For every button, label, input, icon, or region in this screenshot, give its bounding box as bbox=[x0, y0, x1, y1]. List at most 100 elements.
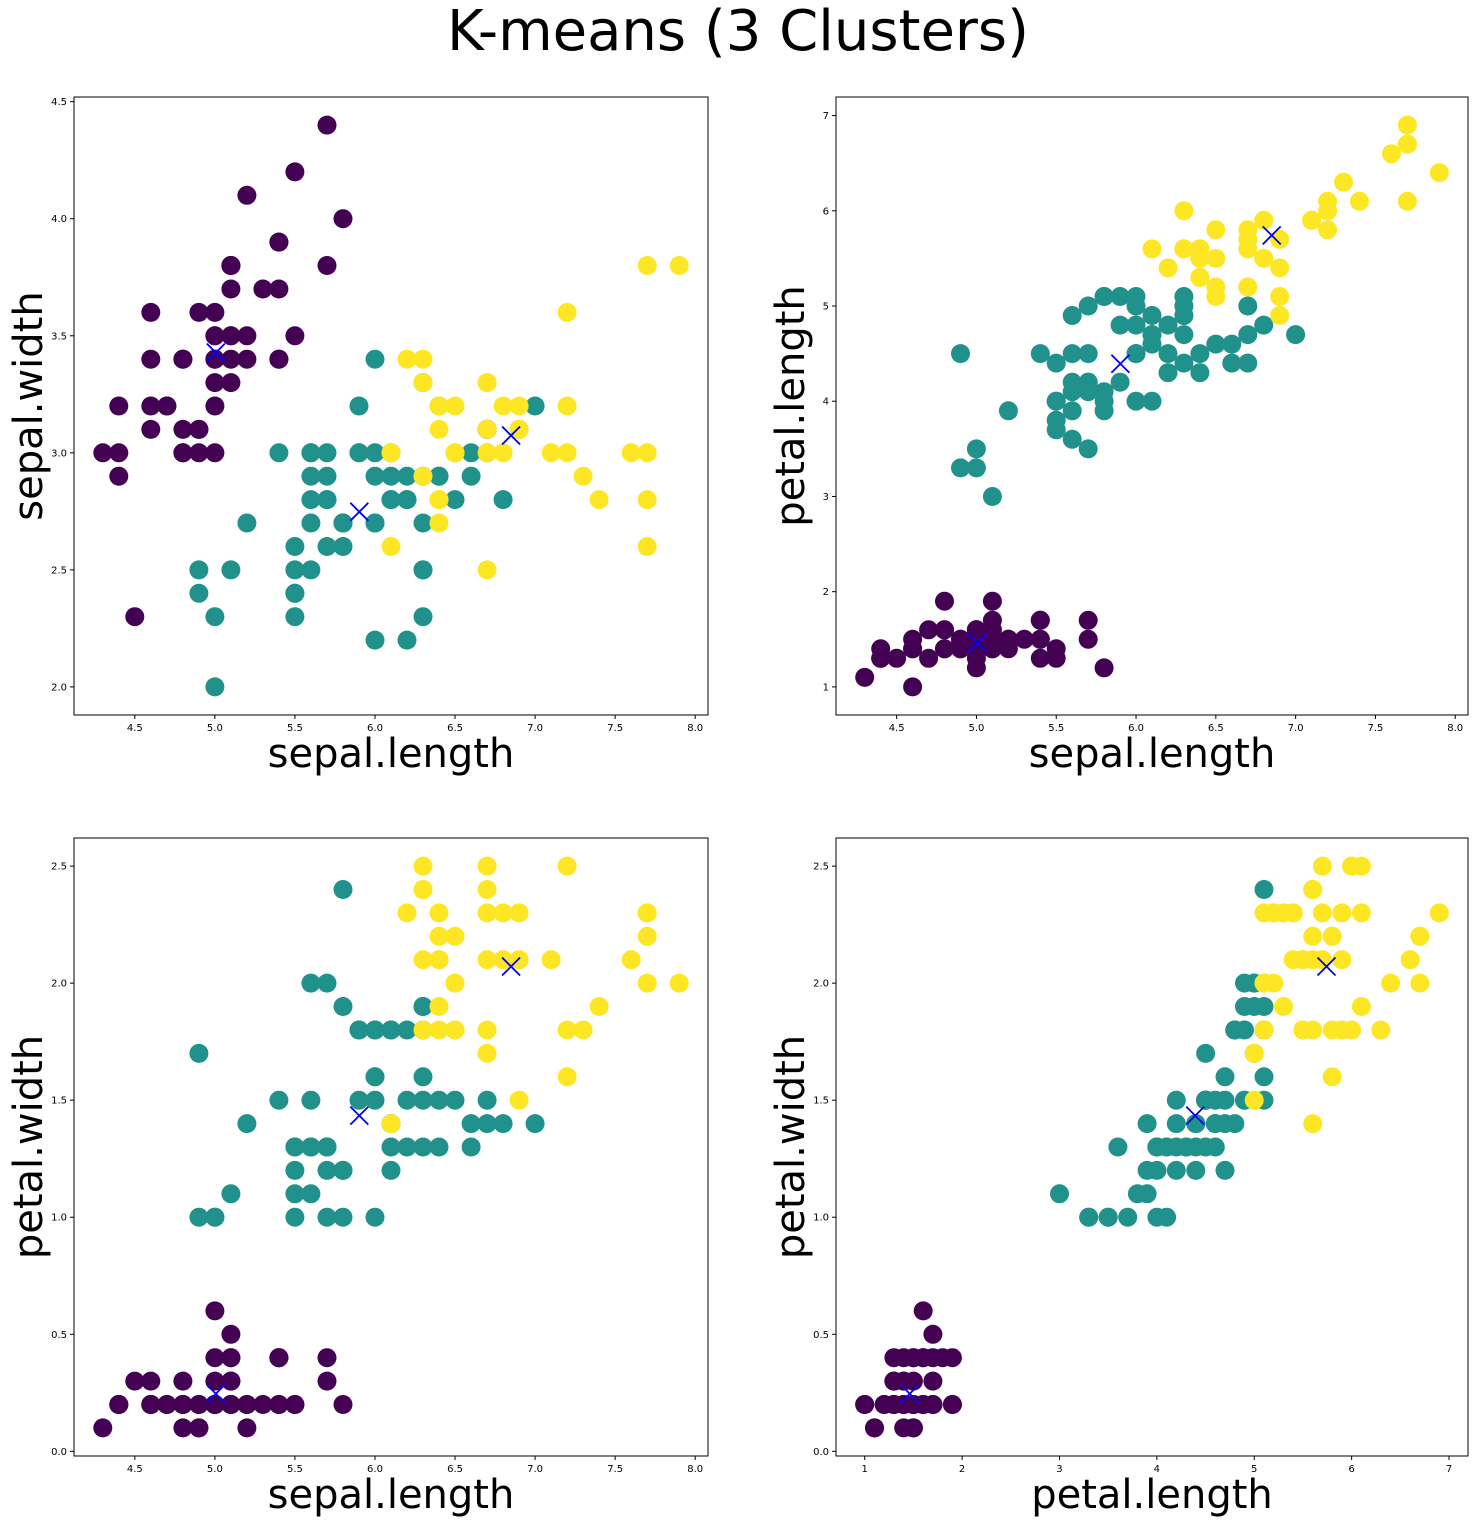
data-point-cluster-0 bbox=[237, 326, 257, 346]
data-point-cluster-0 bbox=[173, 1371, 193, 1391]
y-tick-label: 1.0 bbox=[813, 1213, 829, 1224]
data-point-cluster-1 bbox=[317, 537, 337, 556]
data-point-cluster-2 bbox=[1371, 1020, 1391, 1040]
data-point-cluster-1 bbox=[461, 1114, 481, 1134]
data-point-cluster-1 bbox=[349, 396, 369, 416]
x-tick-label: 6.5 bbox=[447, 1464, 463, 1475]
subplot-sepal-length-vs-sepal-width: 4.5 5.0 5.5 6.0 6.5 7.0 7.5 8.0 2.0 2.5 3.0 3.5 4.0 4… bbox=[6, 96, 709, 777]
data-point-cluster-1 bbox=[1078, 296, 1098, 316]
data-point-cluster-1 bbox=[1254, 315, 1274, 335]
data-point-cluster-2 bbox=[1318, 220, 1338, 240]
data-point-cluster-1 bbox=[285, 1160, 305, 1180]
data-point-cluster-0 bbox=[942, 1395, 962, 1414]
data-point-cluster-2 bbox=[1270, 258, 1290, 278]
centroid-marker-1 bbox=[349, 502, 369, 522]
data-point-cluster-1 bbox=[365, 1207, 385, 1227]
data-point-cluster-1 bbox=[317, 490, 337, 510]
data-point-cluster-0 bbox=[125, 607, 145, 627]
x-tick-label: 5 bbox=[1251, 1464, 1257, 1475]
data-point-cluster-0 bbox=[933, 1348, 953, 1368]
data-point-cluster-1 bbox=[317, 1137, 337, 1157]
data-point-cluster-1 bbox=[301, 1184, 321, 1204]
data-point-cluster-1 bbox=[205, 607, 225, 627]
centroid-marker-2 bbox=[501, 425, 521, 446]
data-point-cluster-0 bbox=[205, 396, 225, 416]
data-point-cluster-1 bbox=[1078, 382, 1098, 402]
data-point-cluster-0 bbox=[205, 443, 225, 463]
data-point-cluster-0 bbox=[189, 443, 209, 463]
data-point-cluster-0 bbox=[189, 302, 209, 322]
data-point-cluster-2 bbox=[1303, 1114, 1323, 1134]
data-point-cluster-1 bbox=[1157, 1207, 1177, 1227]
data-point-cluster-1 bbox=[1118, 1207, 1138, 1227]
data-point-cluster-1 bbox=[1126, 296, 1146, 316]
data-point-cluster-2 bbox=[493, 903, 513, 923]
data-point-cluster-1 bbox=[1254, 880, 1274, 899]
data-point-cluster-2 bbox=[1350, 191, 1369, 211]
x-tick-label: 8.0 bbox=[687, 1464, 703, 1475]
data-point-cluster-2 bbox=[637, 973, 657, 993]
data-point-cluster-1 bbox=[317, 1160, 337, 1180]
data-point-cluster-2 bbox=[1264, 903, 1284, 923]
data-point-cluster-0 bbox=[141, 419, 161, 439]
x-tick-label: 7.0 bbox=[1288, 723, 1304, 734]
data-point-cluster-2 bbox=[589, 490, 609, 510]
data-point-cluster-1 bbox=[413, 560, 433, 580]
y-tick-label: 2.0 bbox=[51, 682, 67, 693]
data-point-cluster-1 bbox=[1196, 1090, 1216, 1110]
data-point-cluster-1 bbox=[1158, 363, 1178, 383]
data-point-cluster-1 bbox=[1166, 1160, 1186, 1180]
data-point-cluster-0 bbox=[221, 1371, 241, 1391]
y-tick-label: 1.5 bbox=[51, 1096, 67, 1107]
data-point-cluster-2 bbox=[381, 1114, 401, 1134]
data-point-cluster-0 bbox=[221, 326, 241, 346]
data-point-cluster-1 bbox=[269, 1090, 289, 1110]
data-point-cluster-2 bbox=[637, 926, 657, 946]
data-point-cluster-0 bbox=[923, 1324, 943, 1344]
data-point-cluster-1 bbox=[237, 513, 257, 533]
data-point-cluster-2 bbox=[589, 997, 609, 1016]
data-point-cluster-1 bbox=[381, 1020, 401, 1040]
data-point-cluster-1 bbox=[317, 443, 337, 463]
centroid-marker-2 bbox=[1262, 225, 1282, 245]
data-point-cluster-2 bbox=[445, 396, 465, 416]
x-axis-label: sepal.length bbox=[1029, 731, 1276, 777]
data-point-cluster-2 bbox=[445, 1020, 465, 1040]
data-point-cluster-2 bbox=[1206, 248, 1226, 268]
data-point-cluster-2 bbox=[397, 349, 417, 369]
data-point-cluster-2 bbox=[637, 256, 657, 275]
data-point-cluster-1 bbox=[1046, 353, 1066, 373]
data-point-cluster-2 bbox=[1322, 1067, 1342, 1087]
x-tick-label: 5.0 bbox=[968, 723, 984, 734]
data-point-cluster-1 bbox=[445, 490, 465, 510]
data-point-cluster-1 bbox=[493, 490, 513, 510]
x-tick-label: 7.5 bbox=[1367, 723, 1383, 734]
data-point-cluster-0 bbox=[173, 419, 193, 439]
x-tick-label: 7.5 bbox=[607, 1464, 623, 1475]
data-point-cluster-1 bbox=[381, 466, 401, 486]
data-point-cluster-1 bbox=[349, 1090, 369, 1110]
data-point-cluster-1 bbox=[1158, 344, 1178, 364]
data-point-cluster-2 bbox=[509, 903, 529, 923]
data-point-cluster-2 bbox=[1270, 306, 1290, 325]
data-point-cluster-2 bbox=[477, 419, 497, 439]
data-point-cluster-2 bbox=[445, 973, 465, 993]
data-point-cluster-1 bbox=[365, 349, 385, 369]
data-point-cluster-1 bbox=[413, 997, 433, 1016]
data-point-cluster-2 bbox=[557, 443, 577, 463]
data-point-cluster-1 bbox=[189, 1043, 209, 1063]
data-point-cluster-0 bbox=[913, 1348, 933, 1368]
data-point-cluster-2 bbox=[1332, 1020, 1352, 1040]
data-point-cluster-0 bbox=[903, 677, 923, 697]
data-point-cluster-0 bbox=[253, 279, 273, 299]
data-point-cluster-2 bbox=[669, 256, 689, 275]
data-point-cluster-1 bbox=[205, 1207, 225, 1227]
y-tick-label: 2.5 bbox=[813, 862, 829, 873]
data-point-cluster-0 bbox=[189, 1395, 209, 1414]
data-point-cluster-2 bbox=[637, 490, 657, 510]
data-point-cluster-2 bbox=[669, 973, 689, 993]
data-point-cluster-0 bbox=[141, 1395, 161, 1414]
data-point-cluster-1 bbox=[1238, 296, 1258, 316]
y-tick-label: 1.5 bbox=[813, 1096, 829, 1107]
data-point-cluster-0 bbox=[221, 1348, 241, 1368]
